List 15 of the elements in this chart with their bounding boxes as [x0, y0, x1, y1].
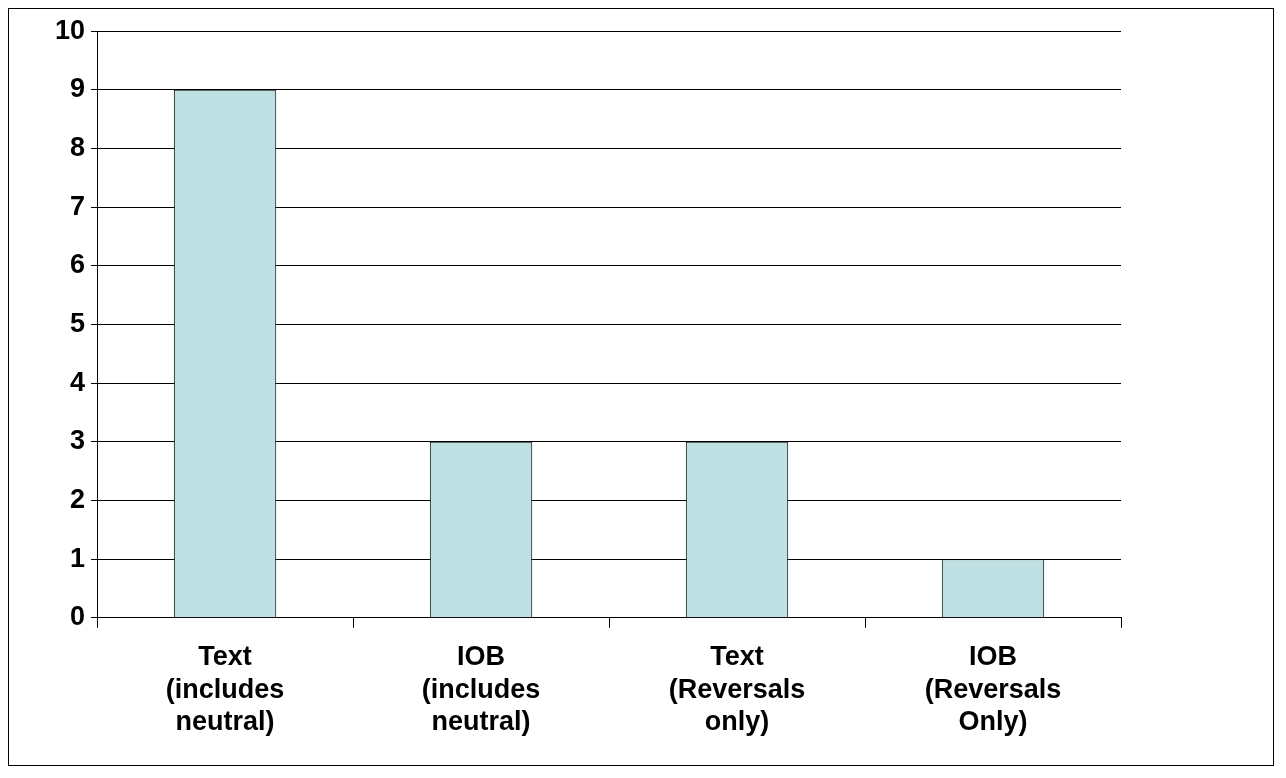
x-tick-label: Text (includes neutral): [165, 641, 285, 737]
x-tick-label: Text (Reversals only): [668, 641, 806, 737]
y-tick-label: 7: [70, 190, 86, 221]
y-tick-label: 4: [70, 366, 86, 397]
x-tick-label: IOB (Reversals Only): [924, 641, 1062, 737]
y-tick-label: 8: [70, 131, 86, 162]
y-tick-label: 1: [70, 542, 86, 573]
y-tick-label: 5: [70, 307, 86, 338]
y-tick-label: 6: [70, 249, 86, 280]
y-tick-label: 3: [70, 425, 86, 456]
y-tick-label: 2: [70, 483, 86, 514]
y-tick-label: 9: [70, 73, 86, 104]
y-tick-label: 0: [70, 601, 86, 632]
y-tick-label: 10: [54, 14, 86, 45]
x-tick-label: IOB (includes neutral): [421, 641, 541, 737]
